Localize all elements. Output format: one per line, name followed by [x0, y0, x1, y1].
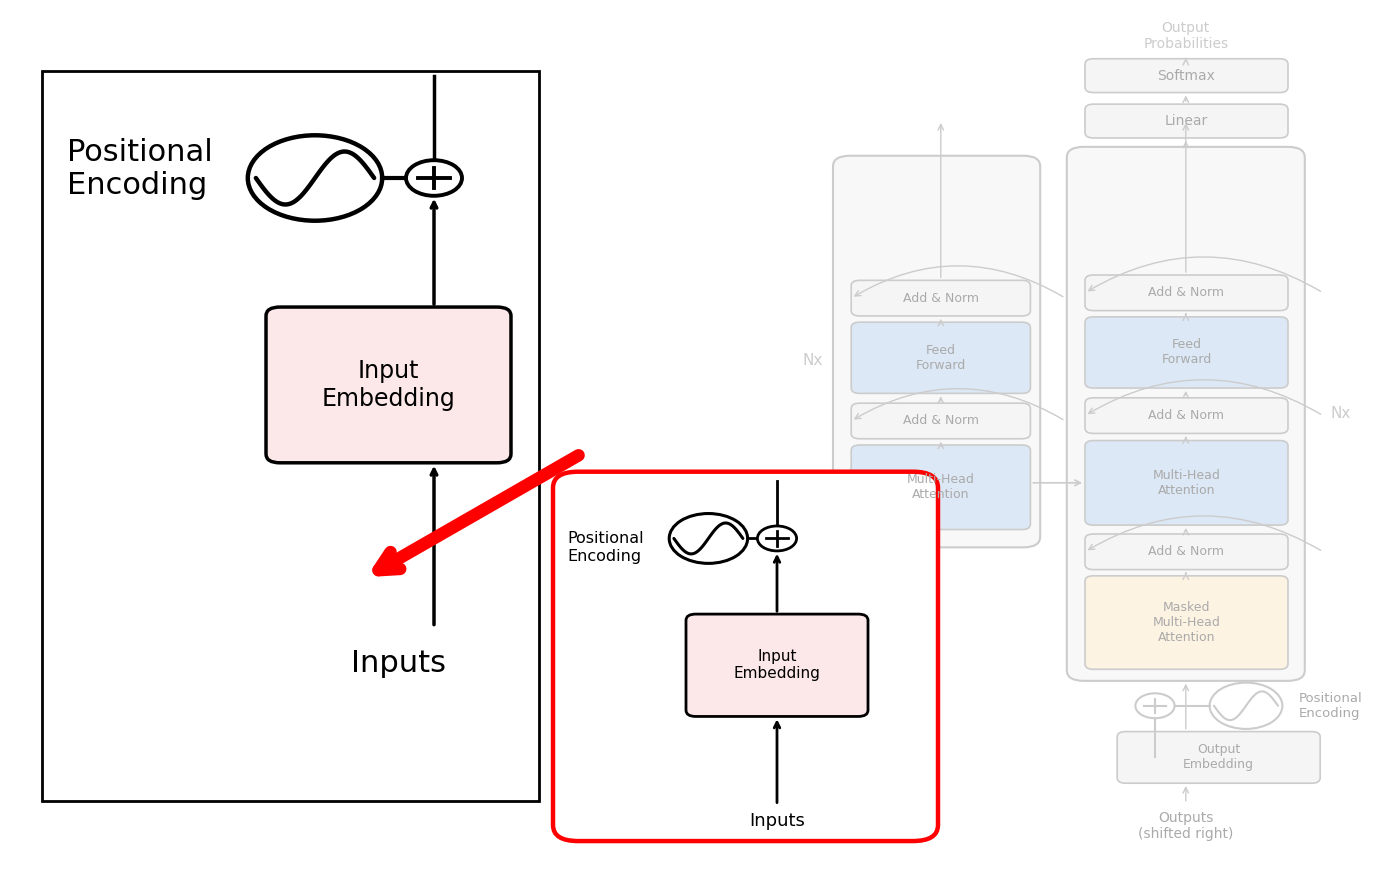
Text: Linear: Linear — [1165, 114, 1208, 128]
FancyBboxPatch shape — [851, 445, 1030, 530]
FancyBboxPatch shape — [1085, 576, 1288, 669]
Text: Output
Probabilities: Output Probabilities — [1144, 20, 1228, 51]
Text: Feed
Forward: Feed Forward — [916, 344, 966, 372]
Text: Input
Embedding: Input Embedding — [734, 649, 820, 682]
FancyBboxPatch shape — [266, 307, 511, 463]
Text: Multi-Head
Attention: Multi-Head Attention — [907, 473, 974, 501]
Circle shape — [406, 160, 462, 196]
Text: Feed
Forward: Feed Forward — [1162, 338, 1211, 367]
FancyBboxPatch shape — [1085, 317, 1288, 388]
Text: Add & Norm: Add & Norm — [1148, 546, 1225, 558]
Text: Inputs: Inputs — [351, 649, 447, 677]
FancyBboxPatch shape — [1067, 147, 1305, 681]
Text: Add & Norm: Add & Norm — [903, 415, 979, 427]
Text: Add & Norm: Add & Norm — [1148, 287, 1225, 299]
Text: Nx: Nx — [1330, 407, 1351, 421]
Circle shape — [1135, 693, 1175, 718]
FancyBboxPatch shape — [1085, 534, 1288, 570]
FancyBboxPatch shape — [1085, 59, 1288, 93]
Text: Add & Norm: Add & Norm — [903, 292, 979, 304]
FancyBboxPatch shape — [1085, 275, 1288, 311]
FancyBboxPatch shape — [553, 472, 938, 841]
FancyBboxPatch shape — [686, 614, 868, 716]
Text: Positional
Encoding: Positional Encoding — [567, 531, 644, 563]
FancyBboxPatch shape — [1117, 732, 1320, 783]
FancyBboxPatch shape — [1085, 104, 1288, 138]
FancyBboxPatch shape — [42, 71, 539, 801]
Text: Output
Embedding: Output Embedding — [1183, 743, 1254, 772]
FancyBboxPatch shape — [851, 403, 1030, 439]
Circle shape — [757, 526, 797, 551]
Text: Positional
Encoding: Positional Encoding — [1299, 692, 1364, 720]
FancyBboxPatch shape — [851, 322, 1030, 393]
Text: Add & Norm: Add & Norm — [1148, 409, 1225, 422]
Text: Positional
Encoding: Positional Encoding — [67, 138, 213, 200]
FancyBboxPatch shape — [851, 280, 1030, 316]
FancyBboxPatch shape — [1085, 398, 1288, 433]
Text: Masked
Multi-Head
Attention: Masked Multi-Head Attention — [1152, 601, 1221, 644]
Text: Inputs: Inputs — [749, 812, 805, 829]
Text: Outputs
(shifted right): Outputs (shifted right) — [1138, 811, 1233, 841]
Text: Multi-Head
Attention: Multi-Head Attention — [1152, 469, 1221, 497]
Text: Nx: Nx — [802, 353, 823, 368]
Text: Input
Embedding: Input Embedding — [322, 359, 455, 411]
FancyBboxPatch shape — [833, 156, 1040, 547]
FancyBboxPatch shape — [1085, 441, 1288, 525]
Text: Softmax: Softmax — [1158, 69, 1215, 83]
